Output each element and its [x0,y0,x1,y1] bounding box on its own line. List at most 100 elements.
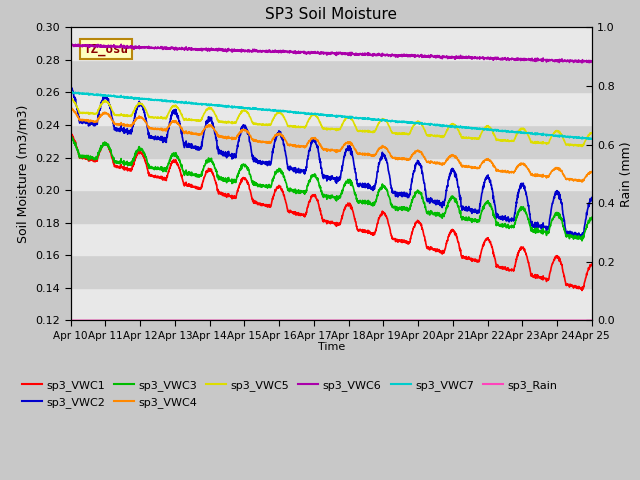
sp3_VWC7 [212,102,220,108]
sp3_VWC3 [557,215,564,221]
sp3_VWC4 [68,105,76,111]
sp3_VWC7 [588,136,596,142]
sp3_VWC2 [67,85,74,91]
sp3_VWC2 [346,145,354,151]
sp3_VWC5 [346,115,354,120]
sp3_VWC7 [67,89,74,95]
sp3_Rain [346,318,354,324]
Line: sp3_VWC7: sp3_VWC7 [70,92,592,139]
X-axis label: Time: Time [317,342,345,352]
sp3_VWC3 [67,134,74,140]
sp3_VWC5 [358,128,365,134]
sp3_VWC4 [557,168,564,173]
sp3_VWC1 [588,262,596,267]
sp3_VWC7 [68,89,76,95]
sp3_VWC6 [557,58,564,64]
Y-axis label: Rain (mm): Rain (mm) [620,141,633,207]
sp3_VWC4 [358,151,365,157]
sp3_VWC7 [542,132,550,137]
Bar [70,190,592,223]
sp3_VWC3 [68,134,76,140]
sp3_VWC6 [588,58,596,64]
sp3_VWC3 [346,178,354,184]
sp3_VWC2 [358,182,365,188]
sp3_VWC1 [212,180,220,186]
sp3_VWC3 [483,199,490,205]
sp3_VWC4 [67,106,74,111]
sp3_Rain [358,318,365,324]
sp3_VWC4 [542,173,550,179]
sp3_VWC5 [67,96,74,102]
sp3_VWC4 [212,129,220,135]
sp3_Rain [561,318,568,324]
sp3_VWC6 [483,55,490,61]
Y-axis label: Soil Moisture (m3/m3): Soil Moisture (m3/m3) [17,105,30,243]
sp3_VWC4 [483,156,490,162]
sp3_VWC3 [578,238,586,244]
sp3_VWC5 [212,113,220,119]
sp3_VWC1 [68,131,76,137]
sp3_Rain [67,318,74,324]
sp3_VWC3 [542,228,550,234]
sp3_VWC5 [542,140,550,145]
sp3_VWC4 [578,179,586,185]
sp3_VWC3 [358,199,365,205]
sp3_VWC6 [67,42,74,48]
sp3_VWC5 [578,144,586,149]
sp3_VWC2 [68,84,76,90]
sp3_VWC6 [346,50,354,56]
sp3_VWC1 [557,259,564,265]
Line: sp3_VWC2: sp3_VWC2 [70,87,592,239]
sp3_VWC7 [483,126,490,132]
sp3_VWC3 [212,168,220,173]
sp3_VWC7 [358,115,365,121]
sp3_VWC1 [346,202,354,208]
sp3_VWC6 [212,46,220,52]
sp3_Rain [542,318,550,324]
sp3_VWC1 [483,236,490,241]
sp3_Rain [212,318,220,324]
sp3_VWC2 [483,174,490,180]
sp3_VWC1 [358,228,365,233]
Bar [70,27,592,60]
Bar [70,93,592,125]
Bar [70,288,592,321]
Line: sp3_VWC4: sp3_VWC4 [70,108,592,182]
sp3_VWC6 [578,60,586,66]
sp3_Rain [588,318,596,324]
sp3_VWC5 [557,131,564,136]
Legend: sp3_VWC1, sp3_VWC2, sp3_VWC3, sp3_VWC4, sp3_VWC5, sp3_VWC6, sp3_VWC7, sp3_Rain: sp3_VWC1, sp3_VWC2, sp3_VWC3, sp3_VWC4, … [17,376,562,412]
Bar [70,223,592,255]
sp3_VWC2 [542,223,550,229]
sp3_VWC5 [68,96,76,101]
sp3_VWC3 [588,215,596,221]
sp3_VWC2 [578,236,586,242]
sp3_VWC4 [346,140,354,145]
Line: sp3_VWC1: sp3_VWC1 [70,134,592,290]
Line: sp3_VWC3: sp3_VWC3 [70,137,592,241]
sp3_VWC6 [358,51,365,57]
Title: SP3 Soil Moisture: SP3 Soil Moisture [266,7,397,22]
sp3_VWC1 [67,132,74,137]
Line: sp3_VWC6: sp3_VWC6 [70,44,592,63]
sp3_Rain [557,318,564,324]
sp3_VWC6 [542,57,550,62]
sp3_Rain [483,318,490,324]
Text: TZ_osu: TZ_osu [84,43,129,56]
sp3_VWC2 [212,135,220,141]
sp3_VWC1 [578,288,586,293]
sp3_VWC2 [557,197,564,203]
Bar [70,60,592,93]
sp3_VWC5 [483,123,490,129]
sp3_VWC1 [542,276,550,281]
sp3_VWC7 [346,114,354,120]
sp3_VWC4 [588,169,596,175]
sp3_VWC7 [557,133,564,139]
sp3_VWC2 [588,195,596,201]
Bar [70,125,592,157]
Line: sp3_VWC5: sp3_VWC5 [70,98,592,146]
sp3_VWC7 [586,136,593,142]
sp3_Rain [117,318,125,324]
Bar [70,255,592,288]
sp3_VWC5 [588,130,596,136]
